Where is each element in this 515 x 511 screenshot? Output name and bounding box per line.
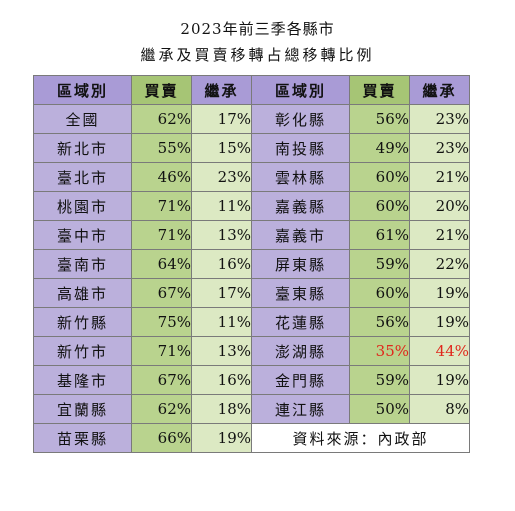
left-region-cell: 高雄市 [33, 278, 132, 308]
table-row: 新竹市 71% 13% 澎湖縣 35% 44% [33, 336, 470, 366]
right-buy-cell: 60% [349, 162, 410, 192]
right-region-cell: 嘉義市 [251, 220, 350, 250]
left-buy-cell: 62% [131, 394, 192, 424]
table-row: 基隆市 67% 16% 金門縣 59% 19% [33, 365, 470, 395]
chart-subtitle: 繼承及買賣移轉占總移轉比例 [140, 46, 375, 64]
right-region-cell: 屏東縣 [251, 249, 350, 279]
left-inherit-cell: 17% [191, 278, 252, 308]
header-inherit-right: 繼承 [409, 75, 470, 105]
right-region-cell: 南投縣 [251, 133, 350, 163]
right-buy-cell: 49% [349, 133, 410, 163]
left-region-cell: 苗栗縣 [33, 423, 132, 453]
left-buy-cell: 62% [131, 104, 192, 134]
right-buy-cell: 35% [349, 336, 410, 366]
left-inherit-cell: 19% [191, 423, 252, 453]
table-row: 新竹縣 75% 11% 花蓮縣 56% 19% [33, 307, 470, 337]
table-row: 宜蘭縣 62% 18% 連江縣 50% 8% [33, 394, 470, 424]
left-buy-cell: 67% [131, 278, 192, 308]
right-inherit-cell: 19% [409, 278, 470, 308]
table-row: 臺南市 64% 16% 屏東縣 59% 22% [33, 249, 470, 279]
right-inherit-cell: 21% [409, 220, 470, 250]
right-region-cell: 雲林縣 [251, 162, 350, 192]
right-inherit-cell: 21% [409, 162, 470, 192]
table-row: 全國 62% 17% 彰化縣 56% 23% [33, 104, 470, 134]
data-table: 區域別 買賣 繼承 區域別 買賣 繼承 全國 62% 17% 彰化縣 56% 23% 新北市… [33, 75, 470, 453]
left-inherit-cell: 18% [191, 394, 252, 424]
right-buy-cell: 61% [349, 220, 410, 250]
table-row: 臺中市 71% 13% 嘉義市 61% 21% [33, 220, 470, 250]
right-buy-cell: 59% [349, 365, 410, 395]
left-buy-cell: 55% [131, 133, 192, 163]
right-inherit-cell: 19% [409, 307, 470, 337]
left-region-cell: 宜蘭縣 [33, 394, 132, 424]
right-buy-cell: 59% [349, 249, 410, 279]
right-buy-cell: 50% [349, 394, 410, 424]
right-region-cell: 臺東縣 [251, 278, 350, 308]
left-region-cell: 全國 [33, 104, 132, 134]
right-buy-cell: 56% [349, 104, 410, 134]
left-buy-cell: 67% [131, 365, 192, 395]
header-inherit-left: 繼承 [191, 75, 252, 105]
right-inherit-cell: 23% [409, 104, 470, 134]
right-inherit-cell: 19% [409, 365, 470, 395]
left-inherit-cell: 13% [191, 220, 252, 250]
left-buy-cell: 71% [131, 220, 192, 250]
right-buy-cell: 60% [349, 191, 410, 221]
right-inherit-cell: 23% [409, 133, 470, 163]
right-region-cell: 金門縣 [251, 365, 350, 395]
chart-title: 2023年前三季各縣市 [180, 20, 335, 38]
left-buy-cell: 46% [131, 162, 192, 192]
table-row: 苗栗縣 66% 19% 資料來源：內政部 [33, 423, 470, 453]
left-region-cell: 臺南市 [33, 249, 132, 279]
right-buy-cell: 60% [349, 278, 410, 308]
table-row: 臺北市 46% 23% 雲林縣 60% 21% [33, 162, 470, 192]
right-region-cell: 花蓮縣 [251, 307, 350, 337]
right-buy-cell: 56% [349, 307, 410, 337]
right-region-cell: 連江縣 [251, 394, 350, 424]
left-inherit-cell: 11% [191, 307, 252, 337]
table-row: 桃園市 71% 11% 嘉義縣 60% 20% [33, 191, 470, 221]
left-inherit-cell: 17% [191, 104, 252, 134]
left-buy-cell: 66% [131, 423, 192, 453]
right-region-cell: 嘉義縣 [251, 191, 350, 221]
left-buy-cell: 64% [131, 249, 192, 279]
left-region-cell: 臺中市 [33, 220, 132, 250]
left-inherit-cell: 15% [191, 133, 252, 163]
table-row: 新北市 55% 15% 南投縣 49% 23% [33, 133, 470, 163]
left-inherit-cell: 13% [191, 336, 252, 366]
left-buy-cell: 75% [131, 307, 192, 337]
right-inherit-cell: 20% [409, 191, 470, 221]
left-region-cell: 臺北市 [33, 162, 132, 192]
header-region-right: 區域別 [251, 75, 350, 105]
left-region-cell: 基隆市 [33, 365, 132, 395]
left-inherit-cell: 23% [191, 162, 252, 192]
left-region-cell: 新竹縣 [33, 307, 132, 337]
left-inherit-cell: 16% [191, 249, 252, 279]
right-inherit-cell: 22% [409, 249, 470, 279]
right-inherit-cell: 44% [409, 336, 470, 366]
left-inherit-cell: 11% [191, 191, 252, 221]
header-buy-left: 買賣 [131, 75, 192, 105]
left-buy-cell: 71% [131, 336, 192, 366]
left-region-cell: 桃園市 [33, 191, 132, 221]
right-inherit-cell: 8% [409, 394, 470, 424]
right-region-cell: 彰化縣 [251, 104, 350, 134]
header-buy-right: 買賣 [349, 75, 410, 105]
right-region-cell: 澎湖縣 [251, 336, 350, 366]
header-region-left: 區域別 [33, 75, 132, 105]
left-region-cell: 新竹市 [33, 336, 132, 366]
source-note: 資料來源：內政部 [251, 423, 470, 453]
header-row: 區域別 買賣 繼承 區域別 買賣 繼承 [33, 75, 470, 105]
left-region-cell: 新北市 [33, 133, 132, 163]
left-inherit-cell: 16% [191, 365, 252, 395]
table-row: 高雄市 67% 17% 臺東縣 60% 19% [33, 278, 470, 308]
left-buy-cell: 71% [131, 191, 192, 221]
